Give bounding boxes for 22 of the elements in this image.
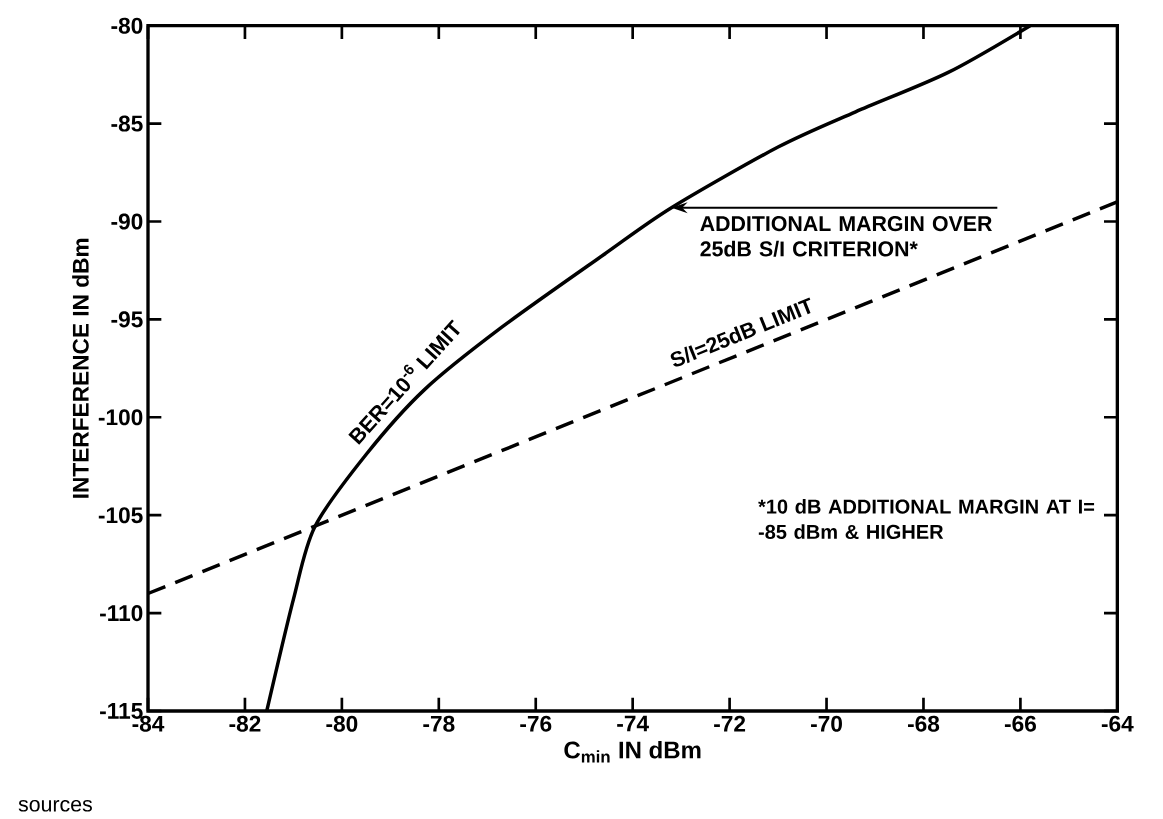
x-tick-label: -80 <box>326 715 358 732</box>
x-tick-label: -66 <box>1004 715 1036 732</box>
y-tick-label: -90 <box>111 213 143 230</box>
y-tick-label: -100 <box>98 409 143 426</box>
x-tick-label: -74 <box>617 715 649 732</box>
x-tick-label: -70 <box>811 715 842 732</box>
y-axis-title: INTERFERENCE IN dBm <box>72 238 89 498</box>
x-tick-label: -68 <box>907 715 940 732</box>
x-tick-label: -76 <box>520 715 552 732</box>
y-tick-label: -95 <box>111 311 143 328</box>
x-axis-title: C$_{min}$ IN dBm <box>564 740 701 763</box>
y-tick-label: -110 <box>100 605 143 622</box>
x-tick-label: -72 <box>714 715 746 732</box>
x-tick-label: -64 <box>1101 715 1134 732</box>
x-tick-label: -78 <box>423 715 455 732</box>
annotation: ADDITIONAL MARGIN OVER 25dB S/I CRITERION* <box>700 216 992 257</box>
y-tick-label: -80 <box>111 17 143 34</box>
x-tick-label: -82 <box>229 715 261 732</box>
annotation: *10 dB ADDITIONAL MARGIN AT I= -85 dBm & HIGHER <box>758 498 1095 539</box>
text: sources <box>18 799 92 812</box>
y-tick-label: -85 <box>111 115 143 132</box>
y-tick-label: -105 <box>98 507 143 524</box>
